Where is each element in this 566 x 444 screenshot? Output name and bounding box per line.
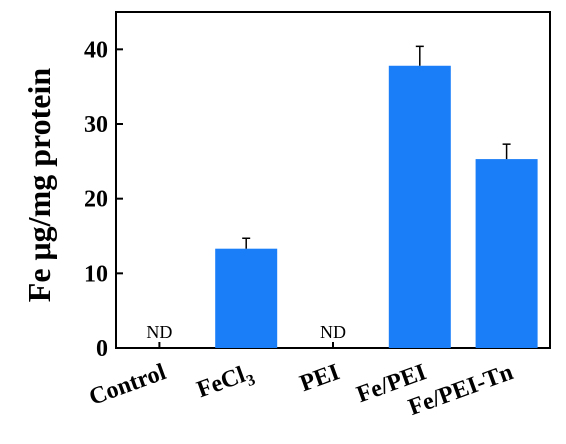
not-detected-label: ND	[320, 322, 346, 342]
y-axis-label: Fe μg/mg protein	[21, 68, 57, 303]
bar	[388, 65, 451, 348]
x-tick-label-text: PEI	[297, 359, 343, 397]
y-tick-label: 0	[96, 336, 108, 362]
x-tick-label-subscript: 3	[244, 371, 257, 390]
x-tick-label: PEI	[297, 359, 343, 397]
not-detected-label: ND	[146, 322, 172, 342]
bar	[215, 248, 278, 348]
x-tick-label: Control	[86, 359, 170, 411]
y-tick-label: 30	[84, 112, 108, 138]
y-tick-label: 20	[84, 187, 108, 213]
y-tick-label: 40	[84, 37, 108, 63]
x-tick-label-text: Control	[86, 359, 170, 411]
x-tick-label-text: FeCl	[194, 362, 250, 403]
x-tick-label: FeCl3	[194, 359, 258, 407]
bar	[475, 159, 538, 348]
y-tick-label: 10	[84, 261, 108, 287]
